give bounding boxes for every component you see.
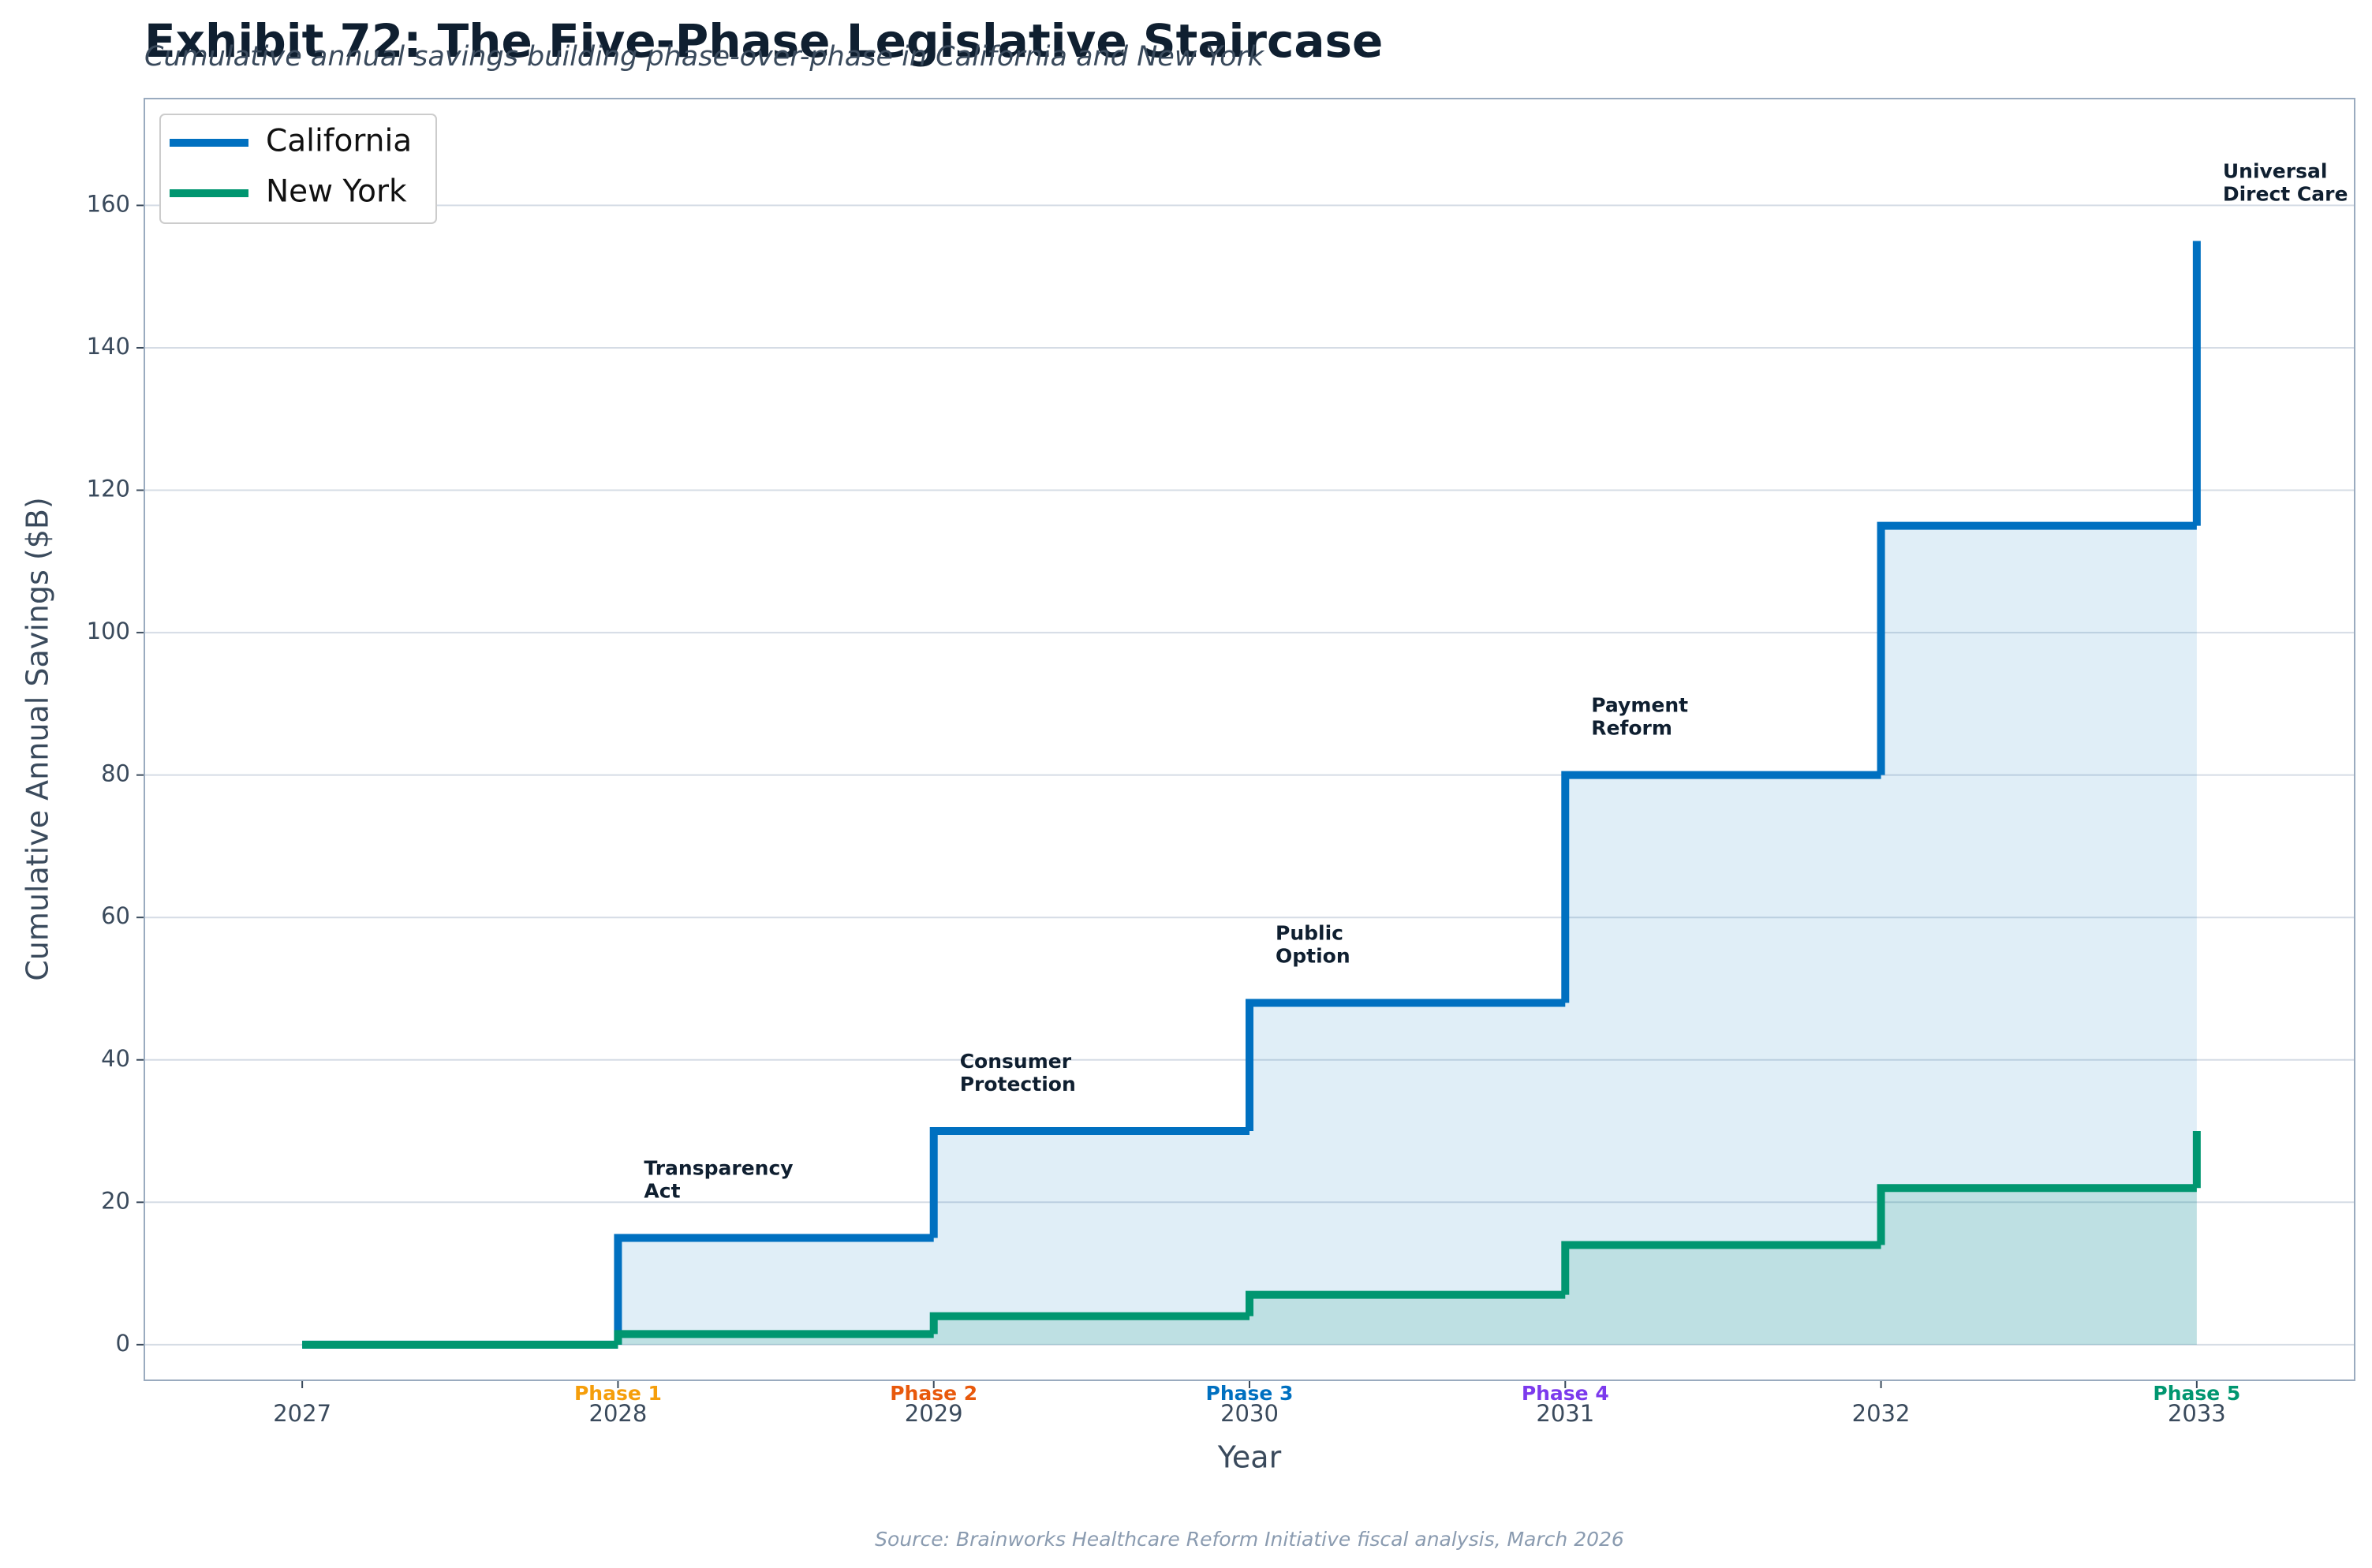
annotation-line: Option — [1276, 945, 1350, 968]
phase-annotation: Transparency Act — [644, 1157, 793, 1203]
area-fill — [302, 241, 2197, 1345]
y-tick-label: 20 — [101, 1187, 130, 1214]
y-tick-label: 120 — [87, 476, 130, 502]
step-line — [1877, 1184, 2197, 1245]
legend-label: New York — [266, 174, 407, 210]
y-tick-label: 60 — [101, 902, 130, 929]
x-tick-label: 2032 — [1852, 1400, 1911, 1427]
y-tick-label: 160 — [87, 190, 130, 217]
x-tick-label: 2030 — [1220, 1400, 1279, 1427]
annotation-line: Protection — [960, 1073, 1076, 1096]
annotation-line: Public — [1276, 922, 1343, 945]
x-tick-label: 2031 — [1536, 1400, 1594, 1427]
y-tick-label: 140 — [87, 333, 130, 360]
phase-label: Phase 2 — [890, 1382, 977, 1405]
chart-title: Exhibit 72: The Five-Phase Legislative S… — [144, 14, 1383, 68]
step-line — [1561, 1241, 1881, 1295]
phase-label: Phase 1 — [574, 1382, 662, 1405]
step-line — [1246, 999, 1566, 1132]
phase-label: Phase 4 — [1522, 1382, 1609, 1405]
x-tick-label: 2029 — [905, 1400, 963, 1427]
phase-annotation: Payment Reform — [1591, 694, 1688, 740]
phase-annotation: Consumer Protection — [960, 1050, 1076, 1096]
step-line — [614, 1330, 934, 1345]
annotation-line: Consumer — [960, 1050, 1072, 1073]
y-tick-label: 100 — [87, 618, 130, 644]
step-line — [1561, 771, 1881, 1003]
annotation-line: Direct Care — [2223, 183, 2348, 206]
step-line — [614, 1234, 934, 1345]
annotation-line: Reform — [1591, 717, 1672, 740]
x-tick-label: 2027 — [273, 1400, 331, 1427]
y-tick-label: 0 — [116, 1330, 130, 1357]
phase-label: Phase 5 — [2153, 1382, 2240, 1405]
source-note: Source: Brainworks Healthcare Reform Ini… — [875, 1528, 1624, 1551]
step-line — [929, 1312, 1250, 1335]
plot-frame — [144, 98, 2355, 1381]
y-tick-label: 80 — [101, 760, 130, 787]
area-fill — [302, 1131, 2197, 1345]
step-line — [1246, 1290, 1566, 1316]
phase-annotation: Public Option — [1276, 922, 1350, 968]
legend-label: California — [266, 124, 412, 159]
annotation-line: Act — [644, 1180, 680, 1203]
annotation-line: Universal — [2223, 160, 2328, 183]
annotation-line: Payment — [1591, 694, 1688, 717]
x-axis-label: Year — [1217, 1440, 1282, 1475]
x-tick-label: 2028 — [589, 1400, 648, 1427]
x-tick-label: 2033 — [2168, 1400, 2226, 1427]
chart-subtitle: Cumulative annual savings building phase… — [144, 41, 1265, 73]
annotation-line: Transparency — [644, 1157, 793, 1180]
step-line — [1877, 521, 2197, 775]
phase-label: Phase 3 — [1206, 1382, 1294, 1405]
phase-annotation: Universal Direct Care — [2223, 160, 2348, 206]
y-axis-label: Cumulative Annual Savings ($B) — [21, 497, 55, 981]
y-tick-label: 40 — [101, 1045, 130, 1072]
step-line — [929, 1127, 1250, 1238]
